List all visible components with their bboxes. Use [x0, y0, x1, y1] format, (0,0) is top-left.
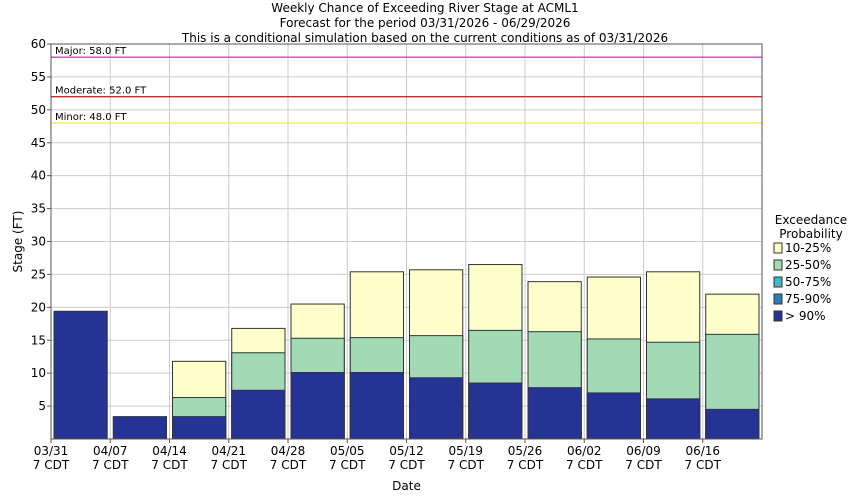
legend-label: > 90%	[785, 309, 826, 323]
x-tick-label: 05/05	[330, 444, 365, 458]
legend-title: Exceedance	[775, 213, 847, 227]
bar-segment	[586, 392, 641, 440]
legend-title: Probability	[779, 227, 842, 241]
y-tick-label: 50	[31, 103, 46, 117]
x-tick-label: 04/07	[93, 444, 128, 458]
bar-segment	[409, 377, 464, 440]
bar-segment	[112, 416, 167, 440]
x-tick-label: 04/14	[152, 444, 187, 458]
x-tick-label: 05/12	[389, 444, 424, 458]
y-tick-label: 20	[31, 300, 46, 314]
legend-label: 25-50%	[785, 258, 831, 272]
bar-segment	[231, 389, 286, 440]
chart-title: Weekly Chance of Exceeding River Stage a…	[181, 1, 668, 45]
bar-segment	[705, 408, 760, 440]
threshold-label: Moderate: 52.0 FT	[55, 86, 147, 97]
threshold-label: Major: 58.0 FT	[55, 46, 127, 57]
x-tick-label: 06/09	[626, 444, 661, 458]
x-tick-label: 05/19	[448, 444, 483, 458]
legend-label: 75-90%	[785, 292, 831, 306]
legend-swatch	[773, 259, 783, 271]
y-axis: 5 10 15 20 25 30 35 40 45 50 55 60	[31, 37, 51, 413]
legend-label: 10-25%	[785, 241, 831, 255]
y-tick-label: 45	[31, 136, 46, 150]
y-tick-label: 15	[31, 333, 46, 347]
bar-segment	[646, 398, 701, 440]
y-tick-label: 35	[31, 202, 46, 216]
chart-title-line: Weekly Chance of Exceeding River Stage a…	[271, 1, 578, 15]
y-tick-label: 30	[31, 235, 46, 249]
bar-segment	[349, 372, 404, 440]
bar-segment	[468, 382, 523, 440]
bar-segment	[290, 372, 345, 440]
x-tick-label: 7 CDT	[685, 458, 722, 472]
x-tick-label: 7 CDT	[33, 458, 70, 472]
x-tick-label: 7 CDT	[507, 458, 544, 472]
bar-segment	[527, 387, 582, 440]
x-tick-label: 06/16	[685, 444, 720, 458]
y-tick-label: 25	[31, 267, 46, 281]
x-tick-label: 7 CDT	[448, 458, 485, 472]
x-tick-label: 7 CDT	[625, 458, 662, 472]
thresholds: Major: 58.0 FT Moderate: 52.0 FT Minor: 48…	[51, 46, 762, 124]
legend-swatch	[773, 310, 783, 322]
x-tick-label: 04/28	[271, 444, 306, 458]
x-tick-label: 04/21	[211, 444, 246, 458]
y-axis-label: Stage (FT)	[11, 211, 25, 273]
legend-swatch	[773, 276, 783, 288]
x-tick-label: 7 CDT	[92, 458, 129, 472]
chart-title-line: This is a conditional simulation based o…	[181, 31, 668, 45]
threshold-label: Minor: 48.0 FT	[55, 112, 127, 123]
x-tick-label: 7 CDT	[270, 458, 307, 472]
x-tick-label: 7 CDT	[151, 458, 188, 472]
x-tick-label: 7 CDT	[211, 458, 248, 472]
x-tick-label: 06/02	[567, 444, 602, 458]
bar-segment	[53, 310, 108, 440]
y-tick-label: 40	[31, 169, 46, 183]
legend-swatch	[773, 242, 783, 254]
x-tick-label: 03/31	[34, 444, 69, 458]
grid	[50, 43, 763, 439]
x-tick-label: 05/26	[508, 444, 543, 458]
bar-segment	[172, 416, 227, 440]
y-tick-label: 5	[38, 399, 46, 413]
x-axis-label: Date	[392, 479, 421, 493]
x-tick-label: 7 CDT	[388, 458, 425, 472]
x-tick-label: 7 CDT	[329, 458, 366, 472]
legend-label: 50-75%	[785, 275, 831, 289]
y-tick-label: 55	[31, 70, 46, 84]
legend-swatch	[773, 293, 783, 305]
y-tick-label: 60	[31, 37, 46, 51]
y-tick-label: 10	[31, 366, 46, 380]
chart-title-line: Forecast for the period 03/31/2026 - 06/…	[280, 16, 571, 30]
x-tick-label: 7 CDT	[566, 458, 603, 472]
